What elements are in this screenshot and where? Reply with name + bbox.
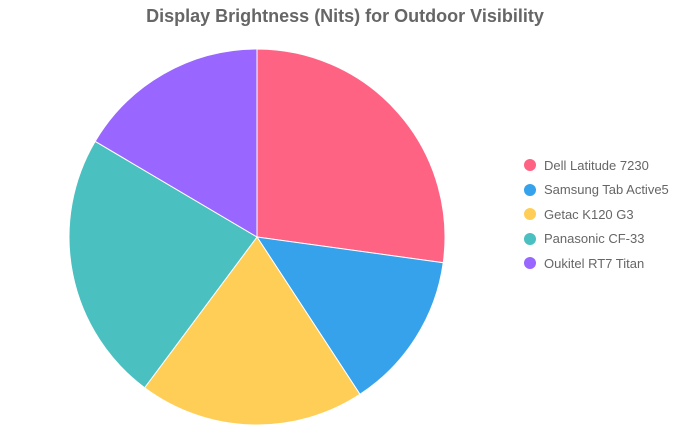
legend-label: Samsung Tab Active5 <box>544 182 669 198</box>
legend-label: Panasonic CF-33 <box>544 231 645 247</box>
legend-item[interactable]: Oukitel RT7 Titan <box>524 251 669 276</box>
pie-slice[interactable] <box>255 236 444 395</box>
chart-title: Display Brightness (Nits) for Outdoor Vi… <box>146 6 544 26</box>
legend-label: Dell Latitude 7230 <box>544 157 649 173</box>
legend-item[interactable]: Samsung Tab Active5 <box>524 178 669 203</box>
legend-swatch <box>524 232 536 245</box>
legend-item[interactable]: Getac K120 G3 <box>524 202 669 227</box>
legend-item[interactable]: Dell Latitude 7230 <box>524 153 669 178</box>
legend-item[interactable]: Panasonic CF-33 <box>524 227 669 252</box>
legend: Dell Latitude 7230 Samsung Tab Active5 G… <box>524 153 669 276</box>
pie-slice[interactable] <box>256 48 446 264</box>
legend-swatch <box>524 208 536 221</box>
legend-swatch <box>524 183 536 196</box>
pie-slice[interactable] <box>68 140 258 389</box>
legend-label: Getac K120 G3 <box>544 206 634 222</box>
legend-swatch <box>524 257 536 270</box>
pie-slice[interactable] <box>94 48 258 238</box>
legend-label: Oukitel RT7 Titan <box>544 255 645 271</box>
legend-swatch <box>524 159 536 172</box>
